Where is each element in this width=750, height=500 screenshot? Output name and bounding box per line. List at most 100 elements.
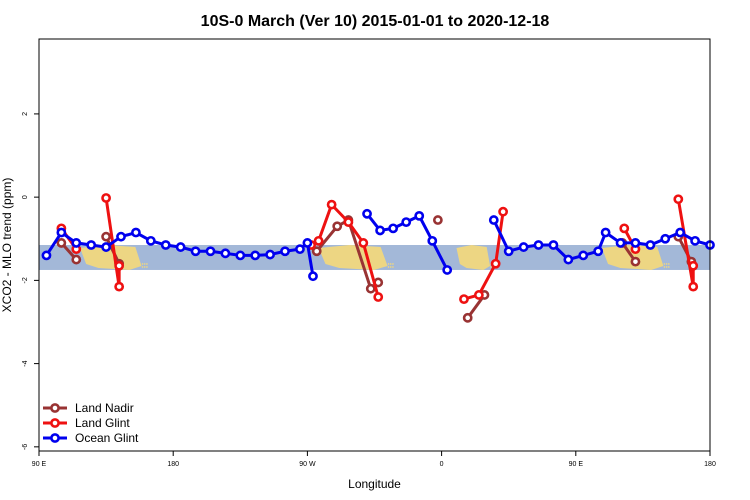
ocean-glint-point [160, 240, 171, 250]
land-glint-point [313, 235, 324, 246]
land-speck [143, 266, 146, 268]
land-speck [490, 266, 492, 268]
ocean-glint-point [388, 223, 399, 234]
legend-item-ocean-glint: Ocean Glint [43, 431, 139, 445]
ocean-glint-point [518, 242, 529, 252]
legend-marker [50, 418, 60, 428]
ocean-glint-point [190, 246, 201, 257]
ocean-glint-point [578, 250, 589, 261]
ocean-glint-point [235, 250, 246, 261]
series-ocean-glint [41, 208, 715, 282]
legend-marker [50, 403, 60, 413]
land-glint-line [463, 211, 505, 301]
series-layer [41, 193, 715, 323]
ocean-glint-point [56, 227, 67, 238]
land-speck [392, 263, 394, 265]
land-speck [665, 263, 668, 265]
ocean-glint-point [615, 238, 626, 248]
y-tick-label: 0 [22, 195, 29, 199]
land-glint-point [498, 206, 509, 217]
plot-frame [38, 38, 711, 452]
x-tick-label: 90 W [299, 461, 316, 468]
land-speck [143, 263, 146, 265]
ocean-glint-point [660, 233, 671, 244]
legend-label: Ocean Glint [75, 431, 139, 445]
land-glint-point [343, 217, 354, 228]
land-speck [389, 263, 392, 265]
land-nadir-point [71, 254, 82, 265]
ocean-glint-point [533, 240, 544, 250]
land-speck [668, 266, 670, 268]
y-axis-label: XCO2 - MLO trend (ppm) [0, 178, 14, 313]
land-speck [146, 263, 148, 265]
land-glint-point [619, 223, 630, 234]
ocean-glint-point [548, 240, 559, 250]
land-speck [663, 263, 666, 265]
x-tick-label: 0 [440, 461, 444, 468]
ocean-glint-point [280, 246, 290, 257]
ocean-glint-point [503, 246, 514, 257]
ocean-glint-point [414, 210, 425, 221]
land-speck [389, 266, 392, 268]
land-glint-point [373, 292, 384, 302]
ocean-glint-line [492, 219, 711, 262]
legend-label: Land Nadir [75, 401, 134, 415]
ocean-glint-point [675, 227, 686, 238]
ocean-glint-point [563, 254, 574, 265]
land-nadir-point [101, 231, 111, 242]
y-tick-label: -4 [22, 360, 29, 366]
ocean-glint-point [302, 238, 313, 248]
ocean-glint-point [116, 231, 126, 242]
ocean-glint-point [427, 235, 438, 246]
ocean-glint-point [250, 250, 261, 261]
ocean-glint-point [600, 227, 611, 238]
land-speck [387, 263, 390, 265]
land-glint-point [673, 194, 684, 205]
x-axis-label: Longitude [348, 477, 401, 491]
legend-marker [50, 433, 60, 443]
land-glint-point [688, 260, 699, 271]
ocean-glint-point [401, 217, 412, 228]
ocean-glint-point [645, 240, 656, 250]
land-nadir-point [432, 215, 443, 225]
land-speck [146, 266, 148, 268]
ocean-glint-point [630, 238, 641, 248]
land-glint-point [326, 199, 337, 210]
series-land-glint [56, 193, 699, 305]
x-axis: 90 E 180 90 W 0 90 E 180 [32, 451, 716, 468]
land-speck [668, 263, 670, 265]
ocean-glint-point [220, 248, 231, 259]
y-tick-label: -6 [22, 444, 29, 450]
ocean-glint-point [101, 242, 111, 252]
land-speck [665, 266, 668, 268]
ocean-glint-point [690, 235, 700, 246]
x-tick-label: 90 E [32, 461, 47, 468]
y-axis: 2 0 -2 -4 -6 [22, 112, 39, 450]
ocean-glint-point [205, 246, 216, 257]
land-region [456, 245, 491, 270]
x-tick-label: 180 [167, 461, 179, 468]
plot-area [39, 193, 715, 323]
x-tick-label: 180 [704, 461, 716, 468]
land-glint-point [688, 281, 699, 292]
land-nadir-point [56, 238, 67, 248]
ocean-glint-point [145, 235, 156, 246]
ocean-glint-point [295, 244, 305, 255]
ocean-glint-point [375, 225, 385, 236]
ocean-glint-point [362, 208, 372, 219]
legend-item-land-nadir: Land Nadir [43, 401, 134, 415]
ocean-glint-point [175, 242, 186, 252]
x-tick-label: 90 E [569, 461, 584, 468]
land-speck [663, 266, 666, 268]
land-glint-point [114, 260, 125, 271]
ocean-glint-point [71, 238, 82, 248]
land-speck [141, 266, 144, 268]
land-speck [141, 263, 144, 265]
ocean-glint-point [86, 240, 97, 250]
land-nadir-point [332, 221, 343, 232]
land-glint-point [459, 294, 469, 305]
ocean-glint-point [131, 227, 141, 238]
land-glint-point [473, 290, 484, 300]
